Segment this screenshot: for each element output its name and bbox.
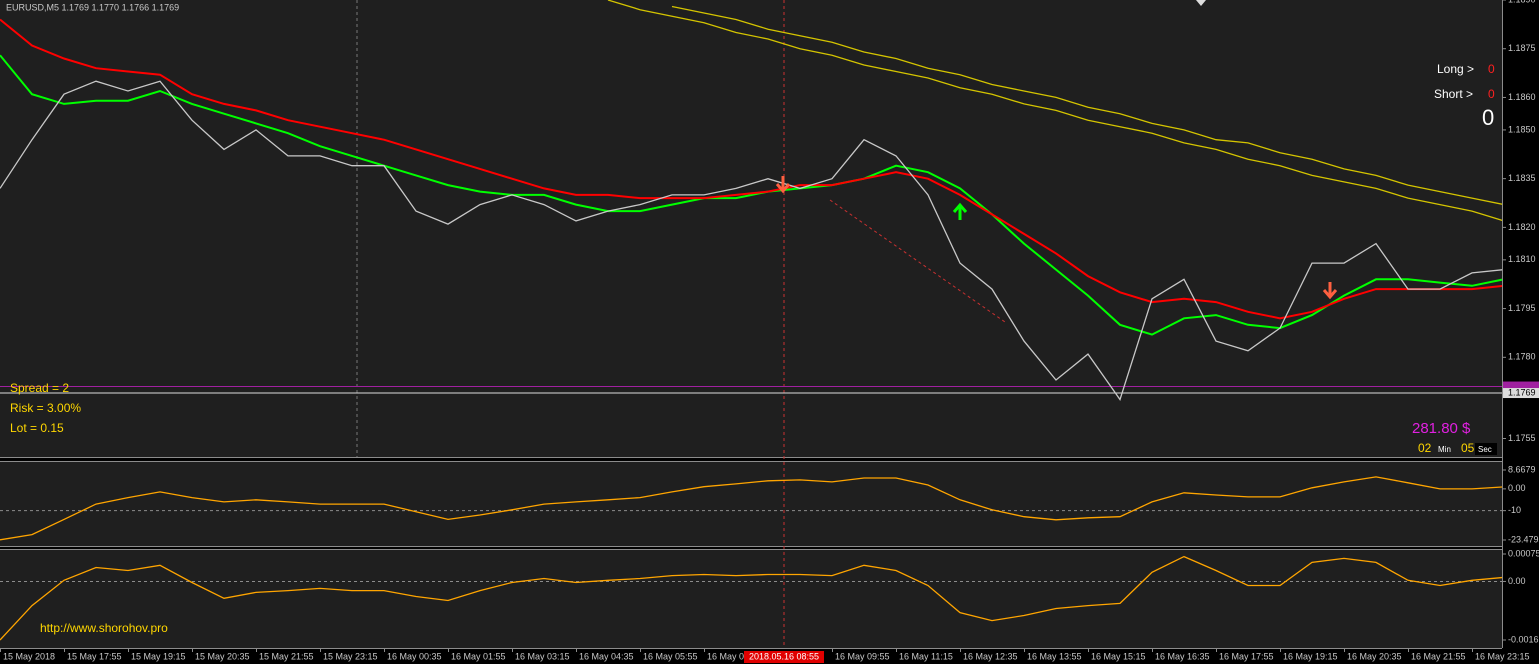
x-tick-label: 16 May 16:35 (1155, 651, 1210, 661)
x-tick-label: 16 May 05:55 (643, 651, 698, 661)
y-tick-label: 1.1890 (1508, 0, 1536, 4)
crosshair-tag (744, 651, 824, 663)
timer-sec-unit: Sec (1478, 445, 1492, 454)
x-tick-label: 16 May 0 (707, 651, 744, 661)
y-tick-label: 1.1795 (1508, 303, 1536, 313)
risk: Risk = 3.00% (10, 401, 81, 415)
osc2-panel (0, 549, 1502, 648)
signals (775, 176, 1338, 300)
y-tick-label: -23.4795 (1508, 534, 1539, 544)
shift-marker (1196, 0, 1206, 6)
y-tick-label: 0.00075 (1508, 548, 1539, 558)
sell-arrow (775, 176, 791, 194)
timer-min-unit: Min (1438, 445, 1451, 454)
main-panel (0, 0, 1502, 457)
x-tick-label: 16 May 00:35 (387, 651, 442, 661)
bid-tag (1503, 388, 1539, 399)
y-tick-label: 1.1810 (1508, 254, 1536, 264)
y-tick-label: 1.1780 (1508, 352, 1536, 362)
sec-box (1475, 443, 1497, 455)
y-tick-label: -10 (1508, 505, 1521, 515)
x-tick-label: 16 May 20:35 (1347, 651, 1402, 661)
panel-borders (0, 0, 1503, 649)
timer-sec: 05 (1461, 441, 1475, 455)
x-tick-label: 16 May 11:15 (899, 651, 953, 661)
plots (0, 0, 1502, 641)
series-line (0, 54, 1502, 336)
total-count: 0 (1482, 105, 1494, 130)
long-count: 0 (1488, 62, 1495, 76)
y-tick-label: -0.0016 (1508, 634, 1539, 644)
osc1-panel (0, 462, 1502, 546)
series-line (671, 5, 1502, 205)
series-line (0, 80, 1502, 401)
x-tick-label: 15 May 19:15 (131, 651, 186, 661)
y-tick-label: 1.1875 (1508, 43, 1536, 53)
short-label: Short > (1434, 87, 1473, 101)
x-tick-label: 15 May 20:35 (195, 651, 250, 661)
spread: Spread = 2 (10, 381, 69, 395)
y-tick-label: 1.1850 (1508, 124, 1536, 134)
x-tick-label: 15 May 17:55 (67, 651, 122, 661)
y-tick-label: 0.00 (1508, 483, 1526, 493)
timer-min: 02 (1418, 441, 1432, 455)
x-tick-label: 16 May 23:15 (1475, 651, 1530, 661)
x-tick-label: 16 May 12:35 (963, 651, 1018, 661)
y-tick-label: 1.1755 (1508, 433, 1536, 443)
profit: 281.80 $ (1412, 420, 1471, 437)
series-line (0, 18, 1502, 320)
x-tick-label: 16 May 19:15 (1283, 651, 1338, 661)
x-tick-label: 16 May 21:55 (1411, 651, 1466, 661)
x-tick-label: 16 May 17:55 (1219, 651, 1274, 661)
y-tick-label: 8.6679 (1508, 464, 1536, 474)
ask-tag (1503, 381, 1539, 390)
y-tick-label: 1.1860 (1508, 92, 1536, 102)
sell-arrow (1322, 282, 1338, 300)
x-tick-label: 16 May 15:15 (1091, 651, 1146, 661)
bid-label: 1.1769 (1508, 387, 1536, 397)
x-tick-label: 16 May 01:55 (451, 651, 506, 661)
y-tick-label: 0.00 (1508, 576, 1526, 586)
crosshair-label: 2018.05.16 08:55 (749, 651, 819, 661)
url: http://www.shorohov.pro (40, 621, 168, 635)
y-tick-label: 1.1820 (1508, 222, 1536, 232)
buy-arrow (952, 202, 968, 220)
symbol-header: EURUSD,M5 1.1769 1.1770 1.1766 1.1769 (6, 2, 179, 12)
x-tick-label: 15 May 23:15 (323, 651, 378, 661)
long-label: Long > (1437, 62, 1474, 76)
x-tick-label: 16 May 09:55 (835, 651, 890, 661)
lot: Lot = 0.15 (10, 421, 64, 435)
x-tick-label: 15 May 2018 (3, 651, 55, 661)
y-tick-label: 1.1835 (1508, 173, 1536, 183)
x-tick-label: 16 May 03:15 (515, 651, 570, 661)
x-tick-label: 16 May 13:55 (1027, 651, 1082, 661)
series-line (0, 555, 1502, 641)
x-tick-label: 16 May 04:35 (579, 651, 634, 661)
series-line (607, 0, 1502, 221)
series-line (0, 476, 1502, 541)
x-tick-label: 15 May 21:55 (259, 651, 314, 661)
short-count: 0 (1488, 87, 1495, 101)
